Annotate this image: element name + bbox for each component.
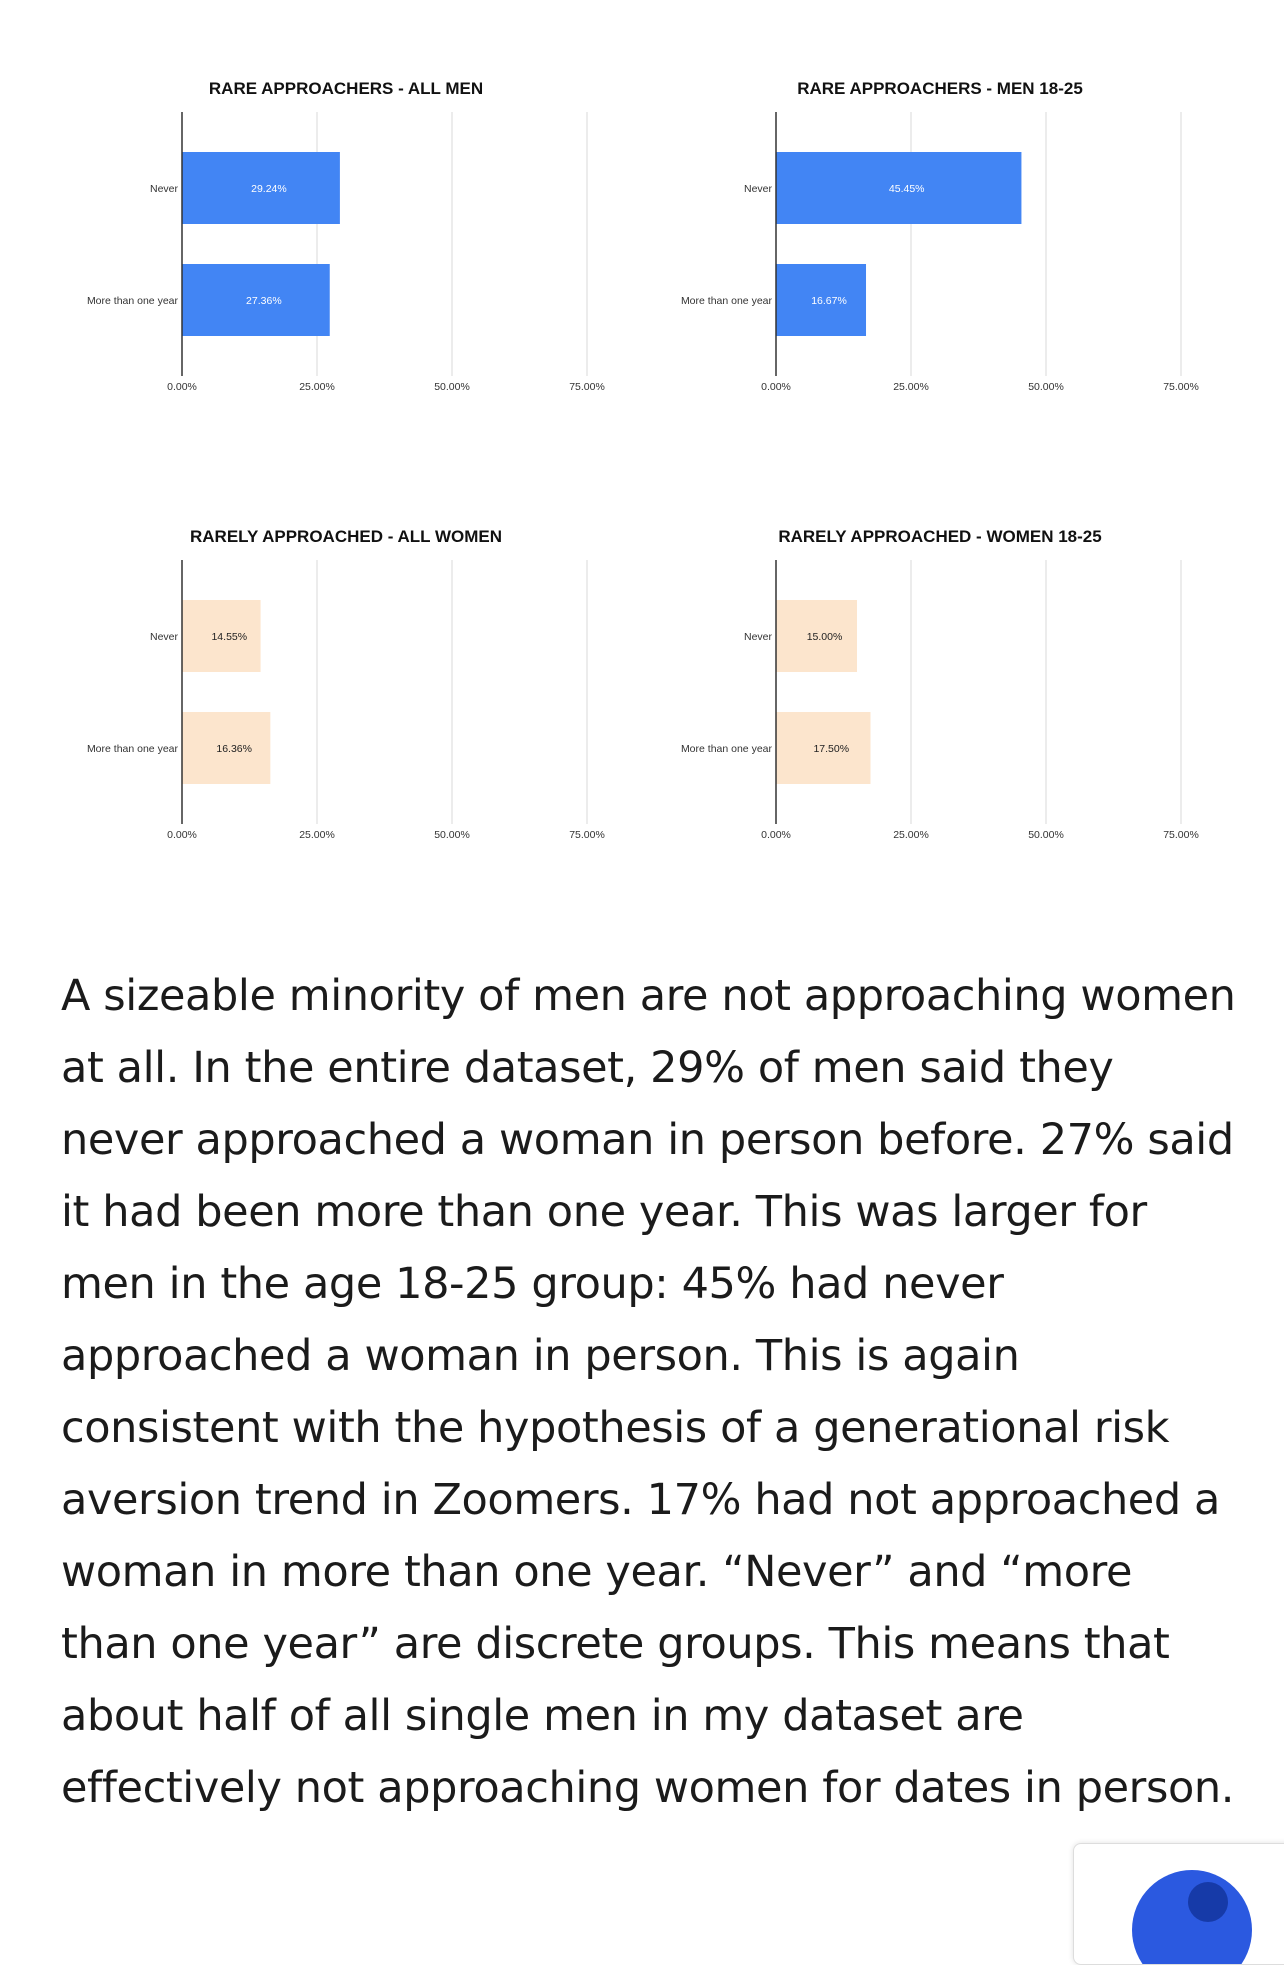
chart-svg: RARELY APPROACHED - WOMEN 18-25 15.00% Nev… [681, 527, 1199, 841]
category-label: Never [150, 183, 179, 195]
chart-rarely-approached-women-18-25: RARELY APPROACHED - WOMEN 18-25 15.00% Nev… [600, 518, 1200, 938]
bar [182, 600, 261, 672]
bar [776, 712, 871, 784]
tick-label: 25.00% [893, 381, 929, 393]
category-label: Never [744, 631, 773, 643]
tick-label: 75.00% [569, 829, 605, 841]
category-label: Never [744, 183, 773, 195]
tick-label: 75.00% [1163, 381, 1199, 393]
chart-svg: RARE APPROACHERS - ALL MEN 29.24% Never 27.… [87, 79, 605, 393]
chart-title: RARE APPROACHERS - MEN 18-25 [797, 79, 1083, 98]
chart-rarely-approached-all-women: RARELY APPROACHED - ALL WOMEN 14.55% Never… [6, 518, 606, 938]
tick-label: 0.00% [167, 829, 197, 841]
tick-label: 0.00% [761, 381, 791, 393]
data-label: 15.00% [807, 631, 843, 643]
tick-label: 50.00% [1028, 829, 1064, 841]
data-label: 45.45% [889, 183, 925, 195]
chart-svg: RARE APPROACHERS - MEN 18-25 45.45% Never 1… [681, 79, 1199, 393]
tick-label: 25.00% [893, 829, 929, 841]
tick-label: 50.00% [1028, 381, 1064, 393]
bar [776, 264, 867, 336]
data-label: 16.67% [811, 295, 847, 307]
tick-label: 75.00% [1163, 829, 1199, 841]
tick-label: 25.00% [299, 829, 335, 841]
data-label: 29.24% [251, 183, 287, 195]
chart-rare-approachers-men-18-25: RARE APPROACHERS - MEN 18-25 45.45% Never 1… [600, 70, 1200, 490]
chart-title: RARELY APPROACHED - WOMEN 18-25 [778, 527, 1101, 546]
category-label: More than one year [681, 295, 773, 307]
chart-rare-approachers-all-men: RARE APPROACHERS - ALL MEN 29.24% Never 27.… [6, 70, 606, 490]
tick-label: 50.00% [434, 829, 470, 841]
tick-label: 50.00% [434, 381, 470, 393]
tick-label: 75.00% [569, 381, 605, 393]
article-paragraph: A sizeable minority of men are not appro… [61, 971, 1236, 1813]
data-label: 16.36% [216, 743, 252, 755]
chart-title: RARELY APPROACHED - ALL WOMEN [190, 527, 502, 546]
bar [182, 152, 340, 224]
chart-svg: RARELY APPROACHED - ALL WOMEN 14.55% Never… [87, 527, 605, 841]
category-label: More than one year [681, 743, 773, 755]
tick-label: 0.00% [167, 381, 197, 393]
bar [182, 712, 271, 784]
data-label: 17.50% [813, 743, 849, 755]
tick-label: 0.00% [761, 829, 791, 841]
bar [182, 264, 330, 336]
chart-title: RARE APPROACHERS - ALL MEN [209, 79, 483, 98]
bar [776, 152, 1022, 224]
app-logo-icon [1132, 1870, 1252, 1964]
data-label: 14.55% [211, 631, 247, 643]
data-label: 27.36% [246, 295, 282, 307]
category-label: Never [150, 631, 179, 643]
category-label: More than one year [87, 295, 179, 307]
bar [776, 600, 857, 672]
category-label: More than one year [87, 743, 179, 755]
floating-widget[interactable] [1073, 1843, 1284, 1965]
tick-label: 25.00% [299, 381, 335, 393]
